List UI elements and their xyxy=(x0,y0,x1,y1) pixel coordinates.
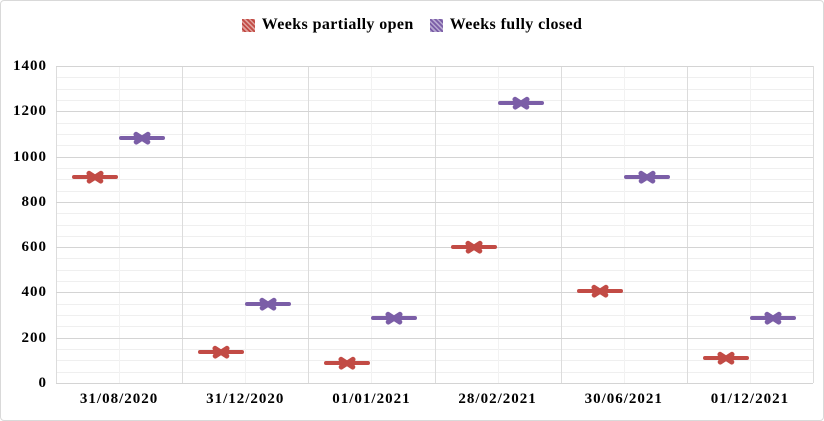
major-gridline-v xyxy=(560,66,562,383)
y-tick-label: 400 xyxy=(21,284,47,301)
minor-gridline-v xyxy=(497,66,499,383)
major-gridline-v xyxy=(56,66,57,383)
data-point xyxy=(623,169,670,185)
major-gridline-h xyxy=(56,201,813,203)
data-point xyxy=(371,310,418,326)
major-gridline-h xyxy=(56,383,813,384)
data-point xyxy=(119,130,166,146)
x-tick-label: 31/12/2020 xyxy=(206,391,285,407)
major-gridline-v xyxy=(308,66,310,383)
major-gridline-v xyxy=(434,66,436,383)
data-point xyxy=(324,355,371,371)
major-gridline-v xyxy=(686,66,688,383)
data-point xyxy=(497,95,544,111)
major-gridline-v xyxy=(813,66,814,383)
y-tick-label: 1000 xyxy=(13,148,47,165)
x-tick-label: 31/08/2020 xyxy=(79,391,159,407)
data-point xyxy=(245,296,292,312)
minor-gridline-v xyxy=(749,66,751,383)
legend-item: Weeks partially open xyxy=(241,16,414,34)
x-tick-label: 28/02/2021 xyxy=(458,391,537,407)
data-point xyxy=(702,350,749,366)
major-gridline-h xyxy=(56,337,813,339)
legend-swatch-icon xyxy=(429,18,443,32)
legend-swatch-icon xyxy=(241,18,255,32)
legend: Weeks partially open Weeks fully closed xyxy=(1,16,823,34)
minor-gridline-v xyxy=(245,66,247,383)
y-tick-label: 1200 xyxy=(13,103,47,120)
major-gridline-h xyxy=(56,66,813,67)
major-gridline-h xyxy=(56,156,813,158)
y-tick-label: 600 xyxy=(21,239,47,256)
minor-gridline-v xyxy=(623,66,625,383)
legend-item: Weeks fully closed xyxy=(429,16,583,34)
x-tick-label: 01/01/2021 xyxy=(332,391,411,407)
data-point xyxy=(576,283,623,299)
x-tick-label: 30/06/2021 xyxy=(584,391,663,407)
legend-label: Weeks fully closed xyxy=(449,16,583,33)
data-point xyxy=(749,310,796,326)
major-gridline-h xyxy=(56,247,813,249)
major-gridline-h xyxy=(56,111,813,113)
data-point xyxy=(450,239,497,255)
y-tick-label: 1400 xyxy=(13,58,47,74)
major-gridline-v xyxy=(182,66,184,383)
major-gridline-h xyxy=(56,292,813,294)
data-point xyxy=(198,344,245,360)
legend-label: Weeks partially open xyxy=(261,16,414,33)
minor-gridline-v xyxy=(119,66,121,383)
data-point xyxy=(72,169,119,185)
x-tick-label: 01/12/2021 xyxy=(710,391,790,407)
y-tick-label: 200 xyxy=(21,329,47,346)
minor-gridline-v xyxy=(371,66,373,383)
y-tick-label: 800 xyxy=(21,193,47,210)
y-tick-label: 0 xyxy=(38,375,47,391)
